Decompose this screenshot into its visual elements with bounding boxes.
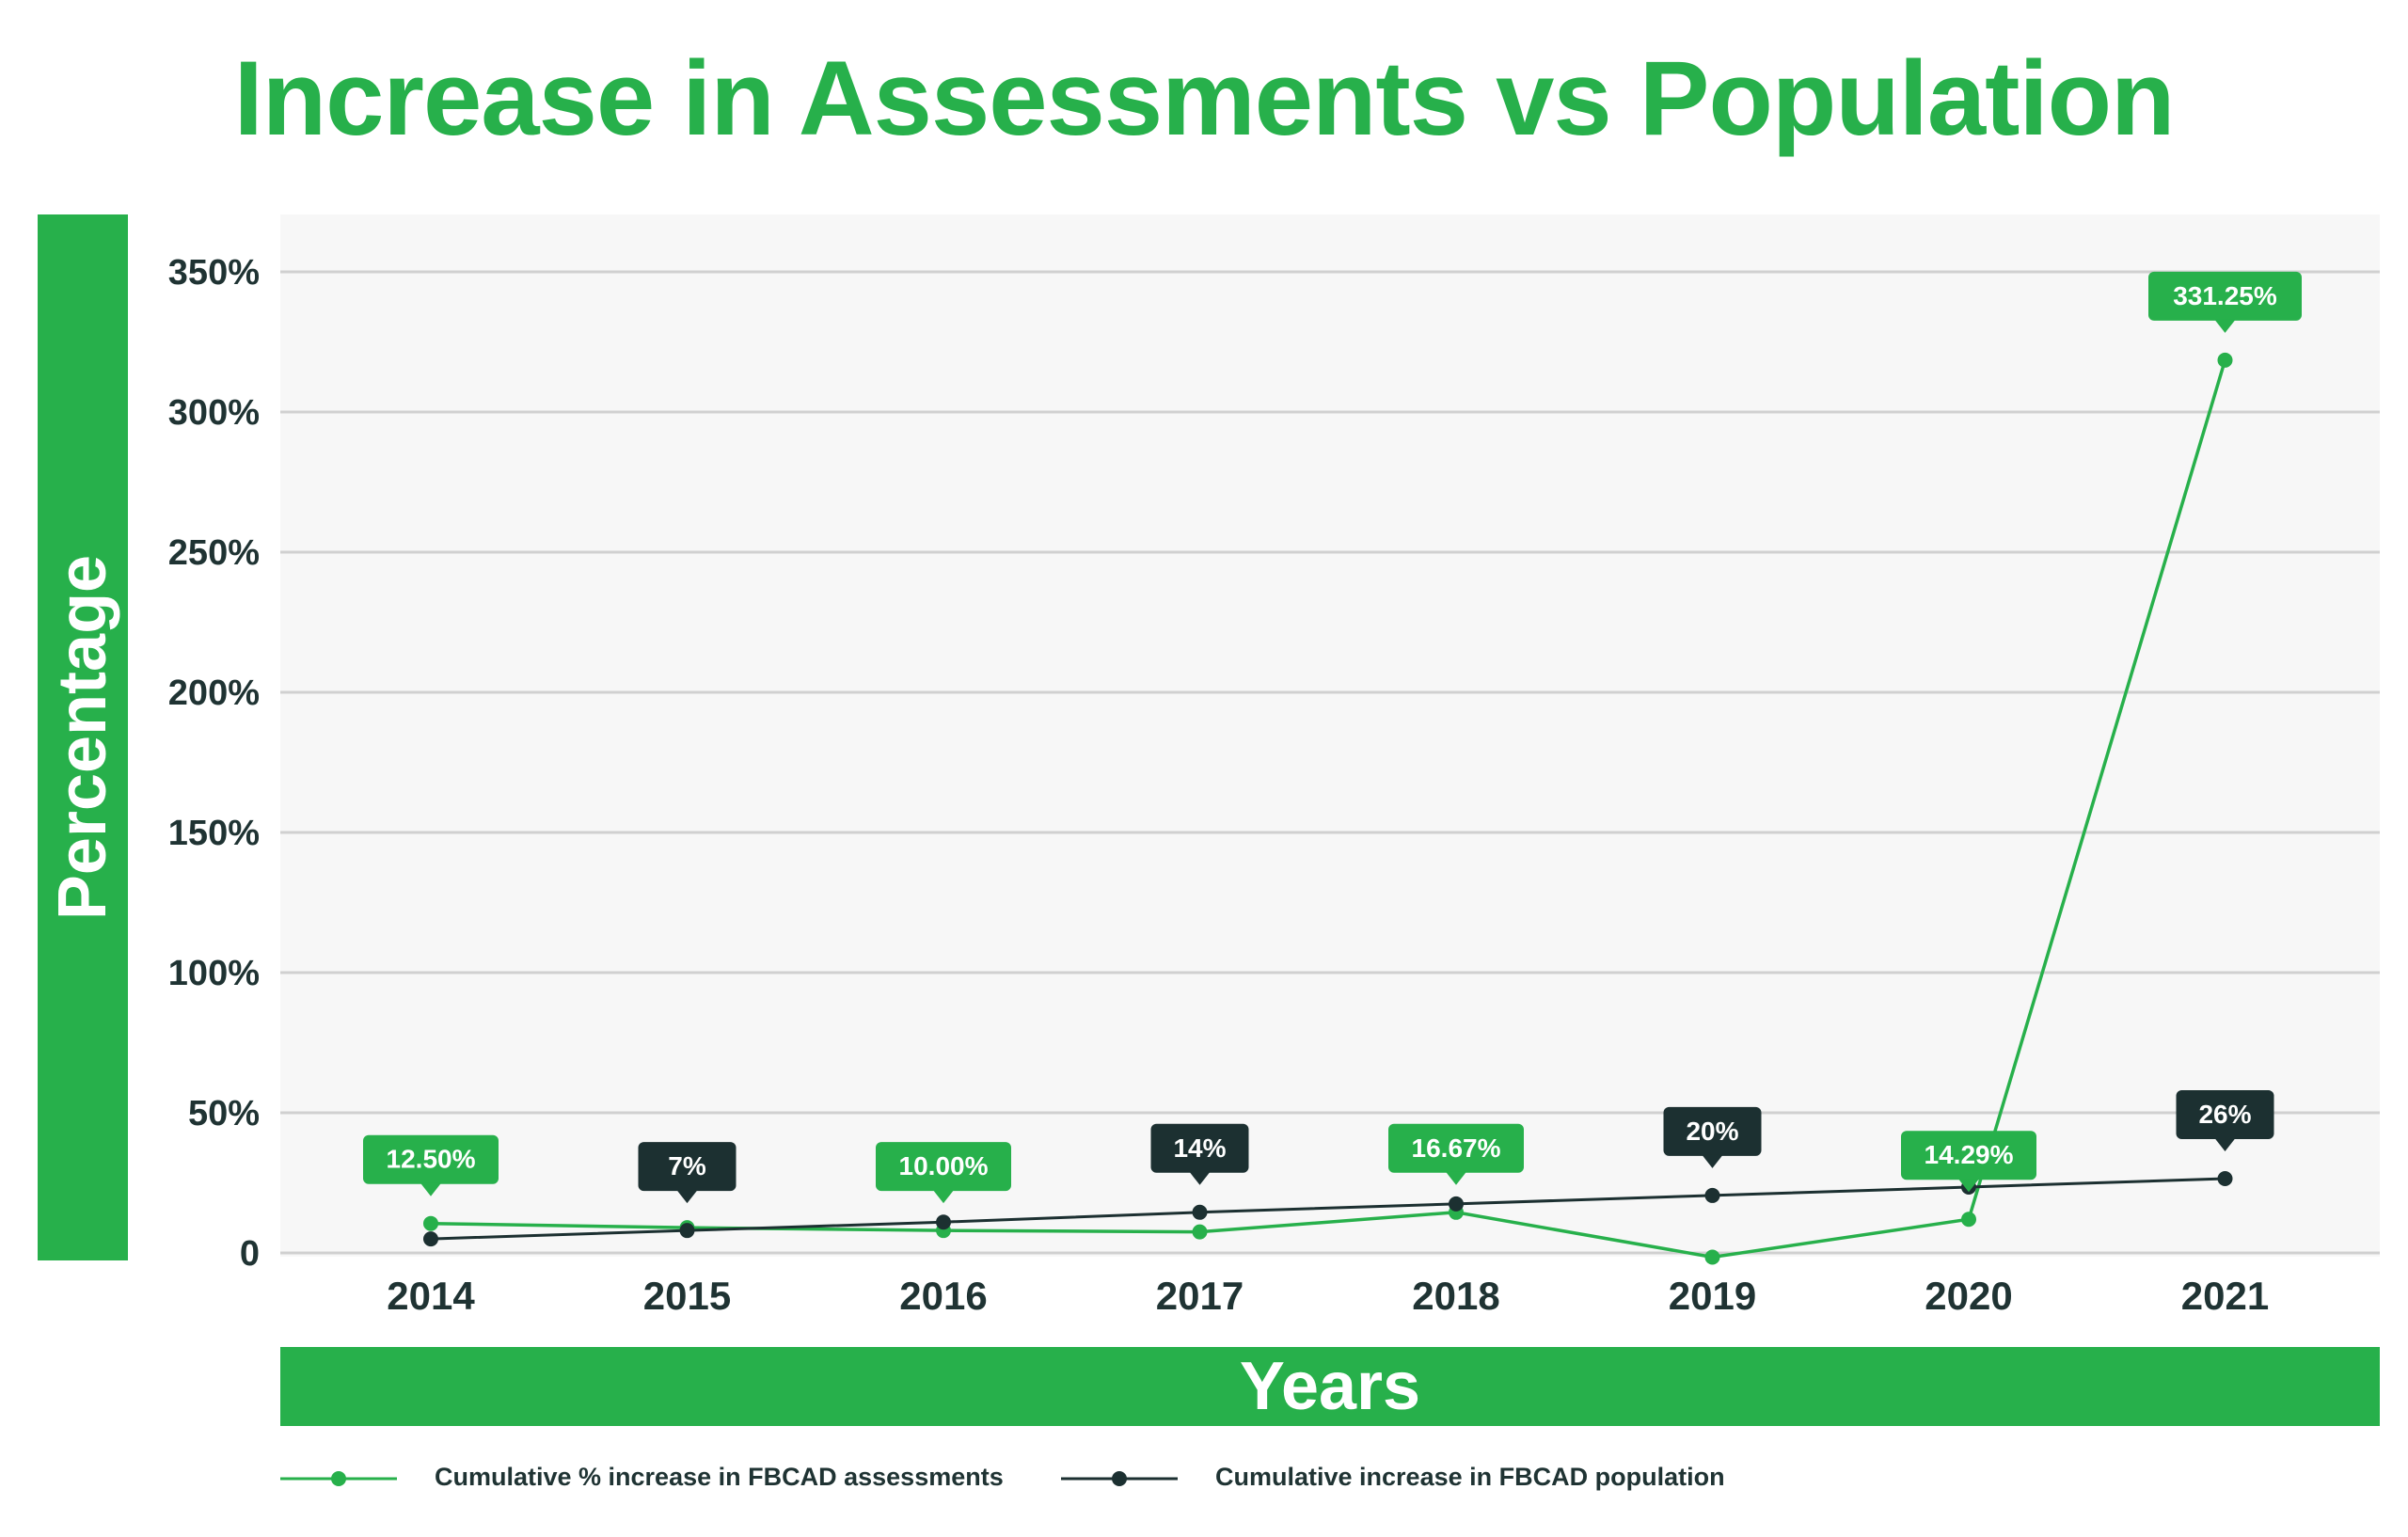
data-label-box — [1150, 1123, 1249, 1173]
data-label-population: 26% — [2176, 1090, 2274, 1152]
data-label-assessments: 331.25% — [2148, 271, 2302, 333]
data-label-text: 20% — [1686, 1117, 1738, 1146]
data-label-box — [2176, 1090, 2274, 1140]
data-label-assessments: 14.29% — [1901, 1131, 2036, 1193]
data-label-text: 12.50% — [387, 1145, 476, 1174]
data-label-text: 26% — [2198, 1100, 2251, 1129]
data-label-population: 14% — [1150, 1123, 1249, 1185]
data-label-pointer — [1446, 1171, 1466, 1185]
data-point-population — [1704, 1187, 1720, 1203]
data-label-box — [1388, 1123, 1524, 1173]
y-tick-label: 300% — [168, 393, 260, 433]
chart-title: Increase in Assessments vs Population — [233, 40, 2176, 157]
data-label-text: 7% — [668, 1151, 706, 1180]
y-tick-label: 350% — [168, 253, 260, 293]
data-label-pointer — [420, 1182, 441, 1196]
y-tick-label: 50% — [188, 1094, 260, 1133]
x-tick-label: 2017 — [1156, 1274, 1244, 1318]
data-label-assessments: 12.50% — [363, 1134, 499, 1196]
data-point-assessments — [1961, 1212, 1976, 1228]
data-label-pointer — [933, 1190, 954, 1204]
plot-area — [280, 214, 2380, 1257]
x-tick-label: 2015 — [643, 1274, 731, 1318]
data-label-pointer — [2214, 1138, 2236, 1152]
y-tick-label: 150% — [168, 814, 260, 853]
legend-label-assessments: Cumulative % increase in FBCAD assessmen… — [435, 1463, 1004, 1491]
data-label-box — [1901, 1131, 2036, 1180]
x-axis-label: Years — [1239, 1349, 1421, 1424]
data-label-text: 14.29% — [1925, 1140, 2014, 1169]
data-label-box — [876, 1142, 1011, 1192]
data-point-assessments — [2217, 352, 2233, 368]
data-label-population: 20% — [1663, 1106, 1762, 1168]
data-point-population — [423, 1231, 438, 1247]
data-label-pointer — [2214, 319, 2236, 333]
y-axis-label-bar — [38, 214, 128, 1260]
legend-label-population: Cumulative increase in FBCAD population — [1215, 1463, 1725, 1491]
x-axis-label-bar — [280, 1347, 2380, 1426]
x-tick-label: 2018 — [1412, 1274, 1499, 1318]
data-label-population: 7% — [638, 1142, 737, 1204]
y-tick-label: 0 — [240, 1234, 260, 1274]
data-point-assessments — [423, 1215, 438, 1231]
x-tick-label: 2014 — [387, 1274, 475, 1318]
data-label-text: 10.00% — [899, 1151, 989, 1180]
data-label-pointer — [1189, 1171, 1211, 1185]
data-label-pointer — [1702, 1154, 1723, 1168]
data-label-pointer — [1958, 1179, 1979, 1193]
data-point-assessments — [1192, 1224, 1208, 1240]
data-label-box — [2148, 271, 2302, 321]
data-label-box — [1663, 1106, 1762, 1156]
data-point-population — [679, 1223, 695, 1239]
data-label-text: 331.25% — [2173, 281, 2277, 310]
data-point-population — [2217, 1171, 2233, 1187]
data-point-assessments — [1704, 1249, 1720, 1265]
x-tick-label: 2016 — [899, 1274, 987, 1318]
data-label-box — [638, 1142, 737, 1192]
series-line-population — [430, 1177, 2226, 1241]
x-tick-label: 2020 — [1925, 1274, 2012, 1318]
data-label-pointer — [676, 1190, 698, 1204]
data-point-population — [1449, 1196, 1464, 1212]
x-tick-label: 2019 — [1669, 1274, 1756, 1318]
y-tick-label: 250% — [168, 533, 260, 573]
y-tick-label: 100% — [168, 954, 260, 993]
legend-marker-assessments — [331, 1471, 346, 1486]
y-tick-label: 200% — [168, 673, 260, 713]
data-label-assessments: 10.00% — [876, 1142, 1011, 1204]
data-label-text: 14% — [1173, 1133, 1226, 1163]
data-label-assessments: 16.67% — [1388, 1123, 1524, 1185]
data-point-population — [1192, 1204, 1208, 1220]
data-label-box — [363, 1134, 499, 1184]
data-point-population — [936, 1214, 951, 1230]
x-tick-label: 2021 — [2181, 1274, 2269, 1318]
legend-marker-population — [1112, 1471, 1127, 1486]
data-label-text: 16.67% — [1412, 1133, 1501, 1163]
